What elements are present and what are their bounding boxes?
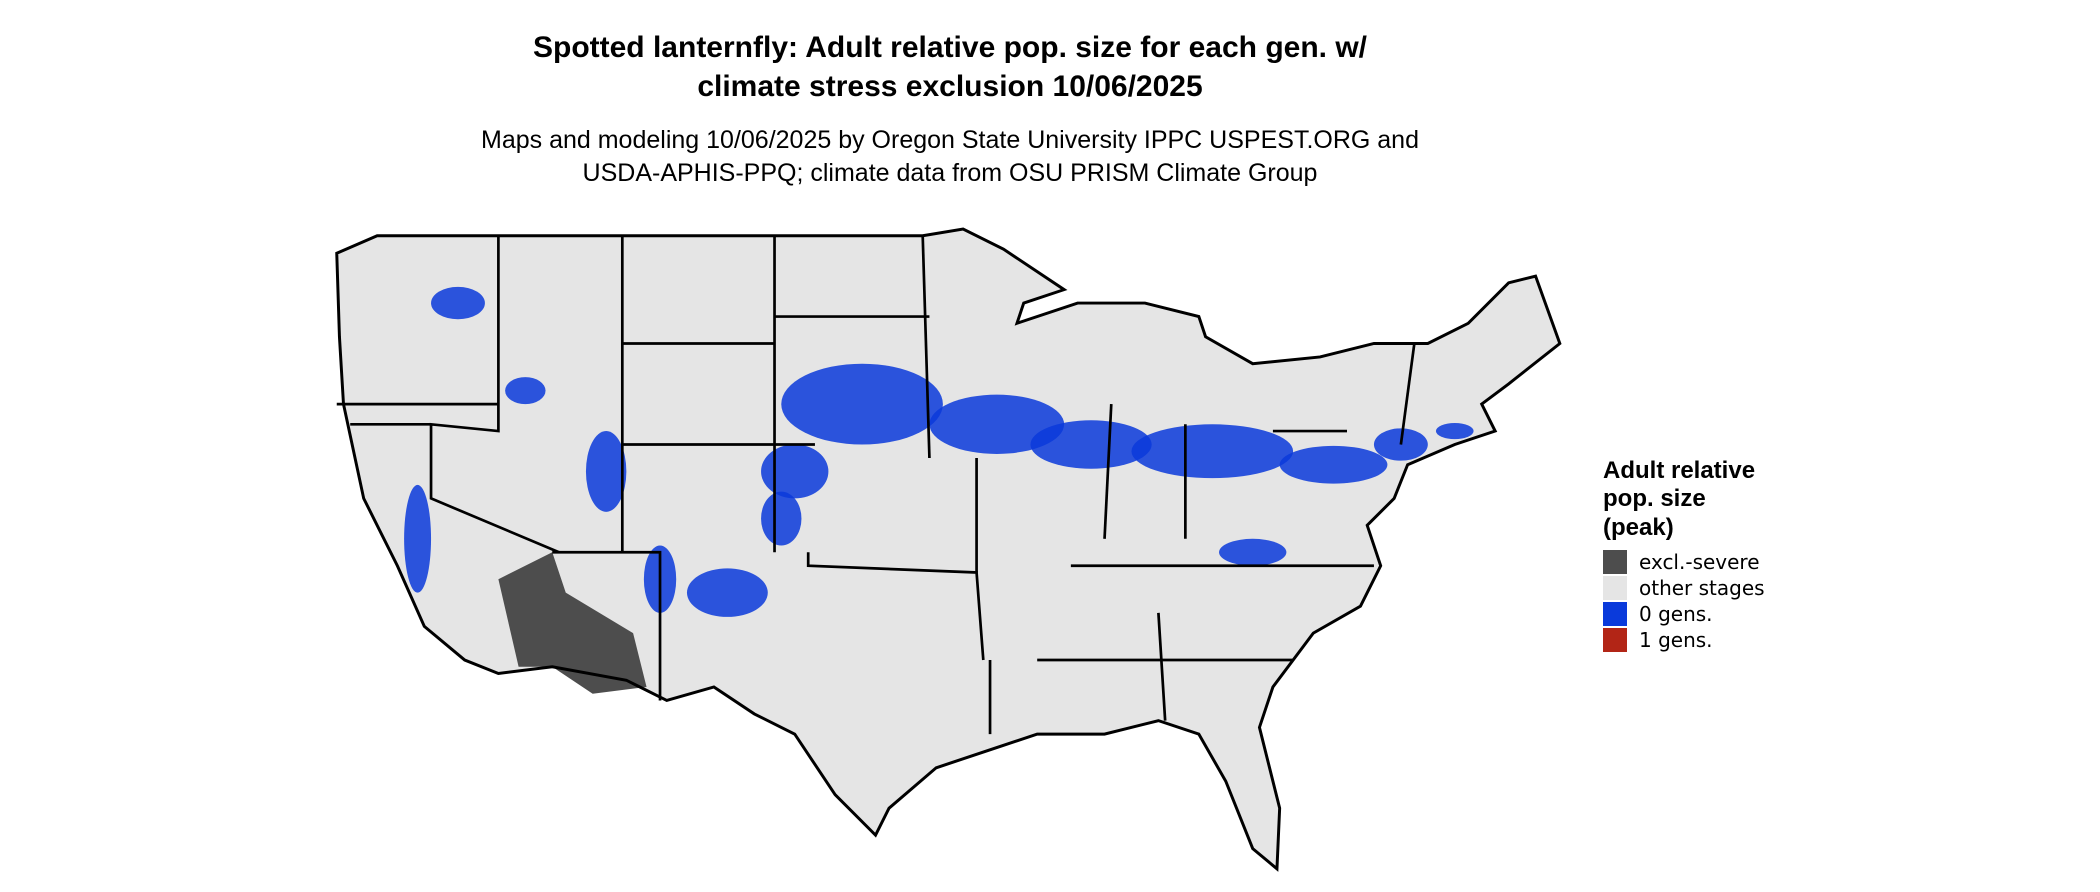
us-border — [335, 227, 1562, 872]
subtitle-line: USDA-APHIS-PPQ; climate data from OSU PR… — [583, 159, 1318, 187]
state-border — [921, 235, 931, 459]
us-outline — [336, 228, 1560, 869]
state-border — [806, 552, 985, 661]
modeled-area — [1131, 424, 1294, 479]
state-border — [1103, 404, 1113, 539]
modeled-area — [505, 377, 546, 405]
excluded-area — [498, 552, 647, 694]
legend-label: other stages — [1639, 576, 1765, 600]
modeled-area — [1435, 422, 1474, 440]
modeled-area — [404, 484, 432, 593]
state-border — [1399, 343, 1416, 445]
modeled-area — [1030, 420, 1152, 469]
modeled-area — [431, 286, 485, 320]
legend-title: Adult relative — [1603, 457, 1755, 484]
legend-title: (peak) — [1603, 514, 1674, 541]
legend-title: pop. size — [1603, 485, 1706, 512]
title-line: climate stress exclusion 10/06/2025 — [697, 70, 1202, 103]
legend-swatch — [1603, 602, 1627, 626]
legend-swatch — [1603, 628, 1627, 652]
modeled-area — [686, 568, 768, 617]
modeled-area — [761, 444, 829, 499]
state-border — [552, 550, 662, 701]
subtitle-line: Maps and modeling 10/06/2025 by Oregon S… — [481, 126, 1419, 154]
state-border — [1157, 612, 1167, 721]
us-map — [335, 227, 1562, 872]
modeled-area — [1219, 538, 1287, 566]
legend-swatch — [1603, 550, 1627, 574]
modeled-area — [585, 431, 627, 512]
legend-label: excl.-severe — [1639, 550, 1760, 574]
legend-label: 1 gens. — [1639, 628, 1713, 652]
legend-label: 0 gens. — [1639, 602, 1713, 626]
modeled-area — [929, 394, 1065, 454]
modeled-area — [761, 491, 802, 546]
modeled-area — [1279, 445, 1388, 484]
legend-swatch — [1603, 576, 1627, 600]
title-line: Spotted lanternfly: Adult relative pop. … — [533, 31, 1368, 64]
modeled-area — [781, 363, 943, 445]
